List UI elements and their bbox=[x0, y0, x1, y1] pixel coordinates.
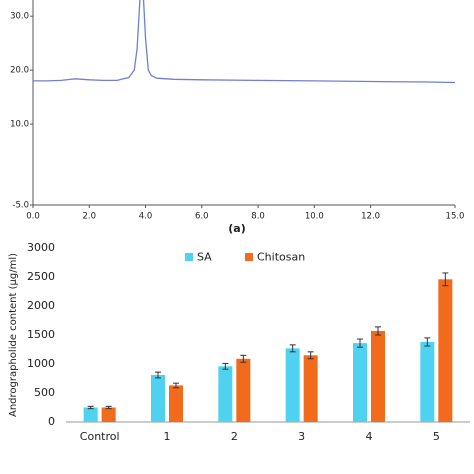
legend-swatch bbox=[245, 253, 253, 261]
x-tick-label: 4.0 bbox=[139, 212, 153, 222]
chromatogram-line bbox=[33, 0, 455, 84]
x-tick-label: 12.0 bbox=[361, 212, 380, 222]
y-axis-title: Andrographolide content (μg/ml) bbox=[8, 253, 19, 417]
x-tick-label: 6.0 bbox=[195, 212, 209, 222]
x-tick-label: 0.0 bbox=[26, 212, 40, 222]
x-tick-label: 4 bbox=[366, 430, 373, 443]
x-tick-label: 2 bbox=[231, 430, 238, 443]
bar bbox=[371, 330, 385, 422]
error-bar bbox=[307, 351, 314, 360]
x-tick-label: Control bbox=[80, 430, 120, 443]
x-tick-label: 2.0 bbox=[83, 212, 97, 222]
y-tick-label: 3000 bbox=[27, 241, 55, 254]
bar bbox=[169, 385, 183, 422]
error-bar bbox=[375, 326, 381, 336]
bar bbox=[83, 407, 98, 422]
bar bbox=[353, 343, 367, 422]
x-tick-label: 15.0 bbox=[446, 212, 465, 222]
bar bbox=[303, 355, 318, 422]
caption: (a) bbox=[228, 222, 245, 235]
bar bbox=[236, 358, 251, 422]
error-bar bbox=[357, 338, 363, 348]
error-bar bbox=[424, 337, 431, 347]
bar bbox=[438, 279, 453, 422]
error-bar bbox=[240, 354, 247, 363]
error-bar bbox=[155, 371, 161, 379]
y-tick-label: 0 bbox=[48, 415, 55, 428]
x-tick-label: 10.0 bbox=[305, 212, 324, 222]
bar bbox=[218, 366, 233, 422]
y-tick-label: 30.0 bbox=[10, 12, 29, 22]
legend-swatch bbox=[185, 253, 193, 261]
legend-label: Chitosan bbox=[257, 251, 305, 264]
bar bbox=[151, 375, 165, 422]
y-tick-label: 20.0 bbox=[10, 66, 29, 76]
y-tick-label: 1500 bbox=[27, 328, 55, 341]
x-tick-label: 3 bbox=[298, 430, 305, 443]
y-tick-label: 10.0 bbox=[10, 120, 29, 130]
y-tick-label: 500 bbox=[34, 386, 55, 399]
error-bar bbox=[173, 382, 179, 389]
error-bar bbox=[442, 272, 449, 287]
error-bar bbox=[289, 344, 296, 353]
x-tick-label: 8.0 bbox=[251, 212, 265, 222]
bar bbox=[420, 341, 435, 422]
y-tick-label: 2000 bbox=[27, 299, 55, 312]
y-tick-label: 1000 bbox=[27, 357, 55, 370]
error-bar bbox=[222, 362, 229, 370]
error-bar bbox=[105, 405, 112, 410]
x-tick-label: 5 bbox=[433, 430, 440, 443]
legend-label: SA bbox=[197, 251, 212, 264]
error-bar bbox=[87, 405, 94, 410]
bar bbox=[101, 407, 116, 422]
y-tick-label: -5.0 bbox=[12, 201, 29, 211]
bar bbox=[285, 348, 300, 422]
x-tick-label: 1 bbox=[164, 430, 171, 443]
y-tick-label: 2500 bbox=[27, 270, 55, 283]
